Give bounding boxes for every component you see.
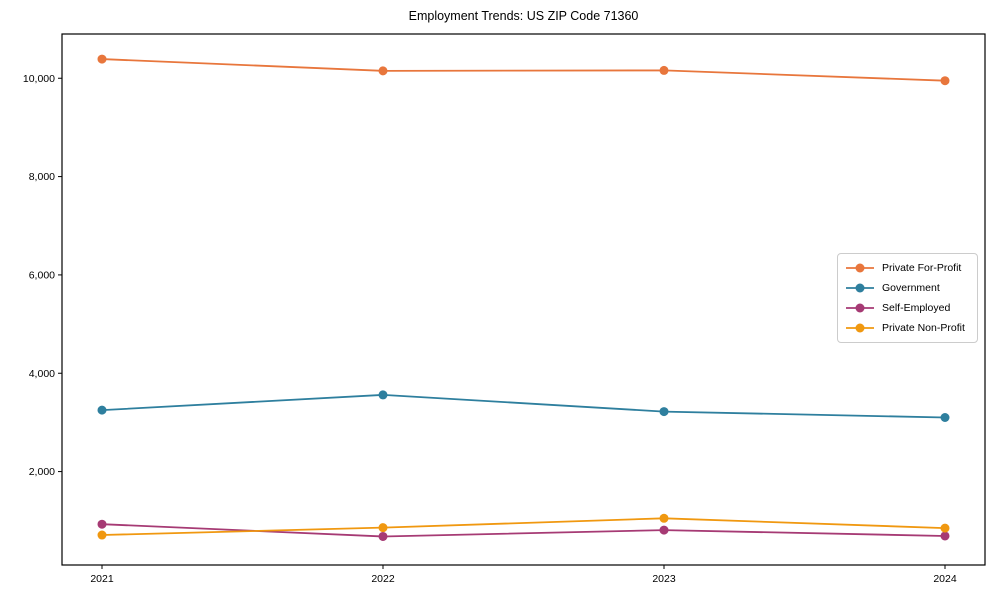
x-tick-label: 2021 bbox=[90, 573, 114, 585]
data-point-private-non-profit-2023 bbox=[659, 513, 669, 523]
data-point-government-2024 bbox=[940, 413, 950, 422]
legend: Private For-Profit Government Self-Employe… bbox=[837, 253, 978, 343]
data-point-private-for-profit-2022 bbox=[378, 66, 388, 76]
data-point-private-non-profit-2024 bbox=[940, 523, 950, 533]
data-point-government-2023 bbox=[659, 407, 669, 417]
x-tick-label: 2023 bbox=[652, 573, 676, 585]
data-point-private-non-profit-2021 bbox=[97, 530, 107, 540]
x-tick-label: 2022 bbox=[371, 573, 395, 585]
data-point-self-employed-2024 bbox=[940, 531, 950, 541]
series-line-private-for-profit bbox=[101, 58, 946, 82]
legend-item-self-employed: Self-Employed bbox=[845, 302, 970, 314]
legend-label: Government bbox=[882, 282, 940, 294]
legend-marker-government bbox=[846, 283, 874, 293]
y-tick-label: 4,000 bbox=[29, 368, 55, 380]
data-point-private-for-profit-2023 bbox=[659, 65, 669, 75]
legend-marker-private-for-profit bbox=[846, 263, 874, 273]
chart-title: Employment Trends: US ZIP Code 71360 bbox=[408, 9, 639, 23]
data-point-private-non-profit-2022 bbox=[378, 523, 388, 533]
legend-label: Private Non-Profit bbox=[882, 322, 965, 334]
legend-item-private-non-profit: Private Non-Profit bbox=[845, 322, 970, 334]
y-tick-label: 10,000 bbox=[23, 73, 55, 85]
legend-marker-self-employed bbox=[846, 303, 874, 313]
legend-item-private-for-profit: Private For-Profit bbox=[845, 262, 970, 274]
y-tick-label: 2,000 bbox=[29, 466, 55, 478]
series-line-government bbox=[101, 393, 946, 419]
y-tick-label: 6,000 bbox=[29, 269, 55, 281]
data-point-self-employed-2021 bbox=[97, 519, 107, 529]
legend-label: Private For-Profit bbox=[882, 262, 962, 274]
x-tick-label: 2024 bbox=[933, 573, 957, 585]
data-point-government-2021 bbox=[97, 405, 107, 415]
data-point-private-for-profit-2024 bbox=[940, 76, 950, 86]
data-point-private-for-profit-2021 bbox=[97, 54, 107, 64]
y-tick-label: 8,000 bbox=[29, 171, 55, 183]
legend-marker-private-non-profit bbox=[846, 323, 874, 333]
data-point-government-2022 bbox=[378, 390, 388, 400]
series-line-self-employed bbox=[101, 523, 946, 538]
data-point-self-employed-2022 bbox=[378, 531, 388, 541]
plot-border bbox=[61, 33, 986, 566]
legend-label: Self-Employed bbox=[882, 302, 951, 314]
series-line-private-non-profit bbox=[101, 517, 946, 536]
data-point-self-employed-2023 bbox=[659, 525, 669, 535]
legend-item-government: Government bbox=[845, 282, 970, 294]
